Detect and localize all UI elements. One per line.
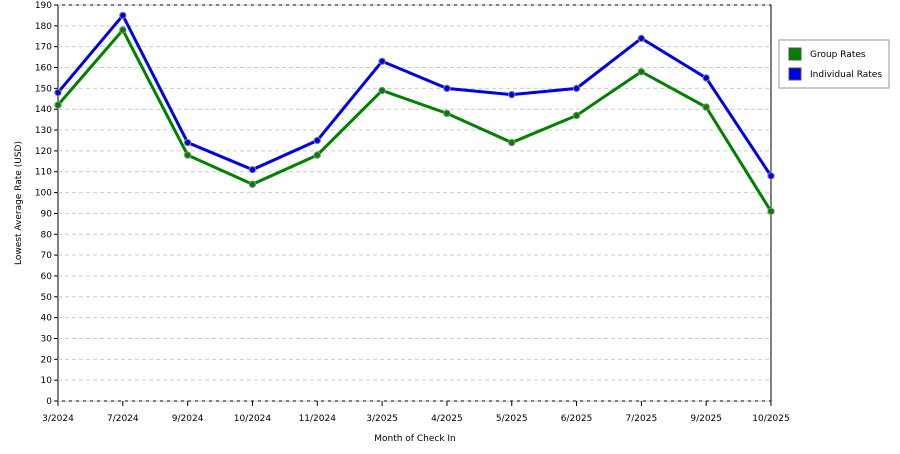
x-tick-label: 10/2024 bbox=[234, 414, 272, 424]
y-tick-label: 190 bbox=[35, 1, 52, 11]
data-point bbox=[508, 90, 516, 99]
data-point bbox=[702, 103, 710, 111]
y-tick-label: 0 bbox=[46, 397, 52, 407]
y-tick-label: 180 bbox=[35, 22, 52, 32]
series-line bbox=[56, 27, 773, 213]
y-tick-label: 60 bbox=[41, 272, 53, 282]
data-point bbox=[443, 84, 451, 93]
data-point bbox=[183, 151, 192, 159]
data-point bbox=[248, 180, 257, 188]
x-tick-label: 3/2024 bbox=[42, 414, 74, 424]
x-tick-label: 3/2025 bbox=[366, 414, 398, 424]
data-point bbox=[248, 165, 257, 174]
x-tick-label: 9/2025 bbox=[690, 414, 722, 424]
y-tick-label: 170 bbox=[35, 43, 52, 53]
y-tick-label: 110 bbox=[35, 168, 52, 178]
y-tick-label: 160 bbox=[35, 64, 52, 74]
data-point bbox=[508, 138, 516, 147]
data-point bbox=[378, 86, 386, 95]
y-tick-label: 80 bbox=[41, 230, 53, 240]
series-line bbox=[56, 12, 773, 177]
data-point bbox=[767, 172, 775, 180]
y-axis-title: Lowest Average Rate (USD) bbox=[14, 141, 24, 265]
y-tick-label: 120 bbox=[35, 147, 52, 157]
y-tick-label: 40 bbox=[41, 314, 53, 324]
y-tick-label: 100 bbox=[35, 189, 52, 199]
legend: Group Rates Individual Rates bbox=[778, 39, 890, 89]
plot-area bbox=[57, 4, 772, 402]
data-point bbox=[572, 111, 581, 120]
data-point bbox=[119, 11, 127, 20]
y-tick-label: 140 bbox=[35, 105, 52, 115]
data-point bbox=[313, 151, 321, 159]
data-point bbox=[637, 67, 646, 76]
y-tick-label: 70 bbox=[41, 251, 53, 261]
data-point bbox=[378, 57, 386, 65]
x-tick-label: 7/2024 bbox=[107, 414, 139, 424]
legend-swatch bbox=[788, 67, 802, 81]
y-tick-label: 50 bbox=[41, 293, 53, 303]
data-point bbox=[183, 138, 192, 147]
data-point bbox=[767, 207, 775, 216]
legend-label: Individual Rates bbox=[810, 70, 882, 80]
x-axis-title: Month of Check In bbox=[374, 434, 456, 444]
data-point bbox=[119, 26, 127, 34]
x-tick-label: 4/2025 bbox=[431, 414, 463, 424]
data-point bbox=[54, 88, 62, 97]
x-tick-label: 9/2024 bbox=[172, 414, 204, 424]
y-tick-label: 30 bbox=[41, 334, 53, 344]
data-point bbox=[443, 109, 451, 118]
data-point bbox=[572, 84, 581, 93]
x-tick-label: 7/2025 bbox=[626, 414, 658, 424]
y-tick-label: 90 bbox=[41, 209, 53, 219]
x-tick-label: 10/2025 bbox=[752, 414, 789, 424]
data-point bbox=[54, 101, 62, 109]
x-tick-label: 5/2025 bbox=[496, 414, 528, 424]
y-tick-label: 150 bbox=[35, 84, 52, 94]
y-tick-label: 130 bbox=[35, 126, 52, 136]
y-tick-label: 20 bbox=[41, 355, 53, 365]
legend-swatch bbox=[788, 47, 802, 61]
x-tick-label: 11/2024 bbox=[299, 414, 337, 424]
data-point bbox=[702, 74, 710, 82]
y-tick-label: 10 bbox=[41, 376, 53, 386]
x-tick-label: 6/2025 bbox=[561, 414, 593, 424]
data-point bbox=[313, 136, 321, 145]
legend-box bbox=[778, 39, 890, 89]
legend-label: Group Rates bbox=[810, 50, 866, 60]
data-point bbox=[637, 34, 646, 43]
